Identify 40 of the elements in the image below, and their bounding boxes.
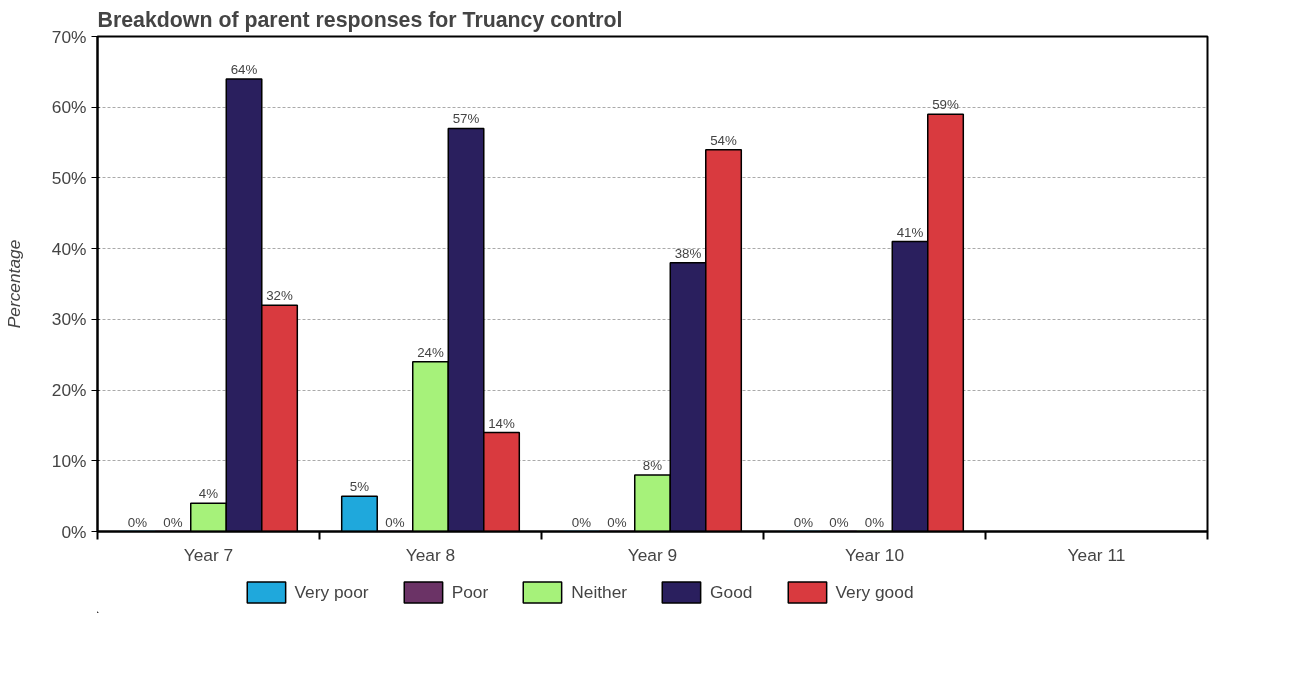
- legend-label: Neither: [571, 581, 628, 603]
- data-label: 0%: [127, 514, 148, 530]
- data-label: 64%: [230, 61, 258, 77]
- data-label: 38%: [674, 245, 702, 261]
- data-label: 14%: [488, 415, 516, 431]
- x-tick-label: Year 9: [627, 544, 678, 565]
- y-tick-label: 40%: [51, 238, 87, 259]
- data-label: 5%: [349, 479, 370, 495]
- data-label: 54%: [710, 132, 738, 148]
- y-axis-title: Percentage: [3, 239, 24, 329]
- x-tick-label: Year 7: [183, 544, 234, 565]
- data-label: 4%: [198, 486, 219, 502]
- legend-label: Very good: [835, 581, 914, 603]
- legend-label: Very poor: [294, 581, 369, 603]
- y-tick-label: 30%: [51, 309, 87, 330]
- y-tick-label: 50%: [51, 167, 87, 188]
- x-tick-label: Year 10: [844, 544, 905, 565]
- legend-label: Poor: [451, 581, 489, 603]
- data-label: 0%: [571, 514, 592, 530]
- data-label: 0%: [793, 514, 814, 530]
- y-tick-label: 60%: [51, 97, 87, 118]
- data-label: 8%: [642, 457, 663, 473]
- y-tick-label: 20%: [51, 380, 87, 401]
- y-tick-label: 10%: [51, 450, 87, 471]
- data-label: 0%: [607, 514, 627, 530]
- chart-title: Breakdown of parent responses for Truancy control: [97, 7, 623, 32]
- data-label: 32%: [266, 288, 294, 304]
- x-tick-label: Year 11: [1067, 544, 1126, 565]
- data-label: 57%: [452, 111, 480, 127]
- data-label: 0%: [864, 514, 885, 530]
- legend-label: Good: [710, 581, 753, 603]
- y-tick-label: 70%: [51, 26, 87, 47]
- data-label: 0%: [829, 514, 849, 530]
- data-label: 59%: [932, 97, 960, 113]
- x-tick-label: Year 8: [405, 544, 456, 565]
- data-label: 0%: [385, 514, 405, 530]
- data-label: 41%: [896, 224, 924, 240]
- data-label: 24%: [417, 344, 444, 360]
- data-label: 0%: [163, 514, 183, 530]
- y-tick-label: 0%: [61, 521, 87, 542]
